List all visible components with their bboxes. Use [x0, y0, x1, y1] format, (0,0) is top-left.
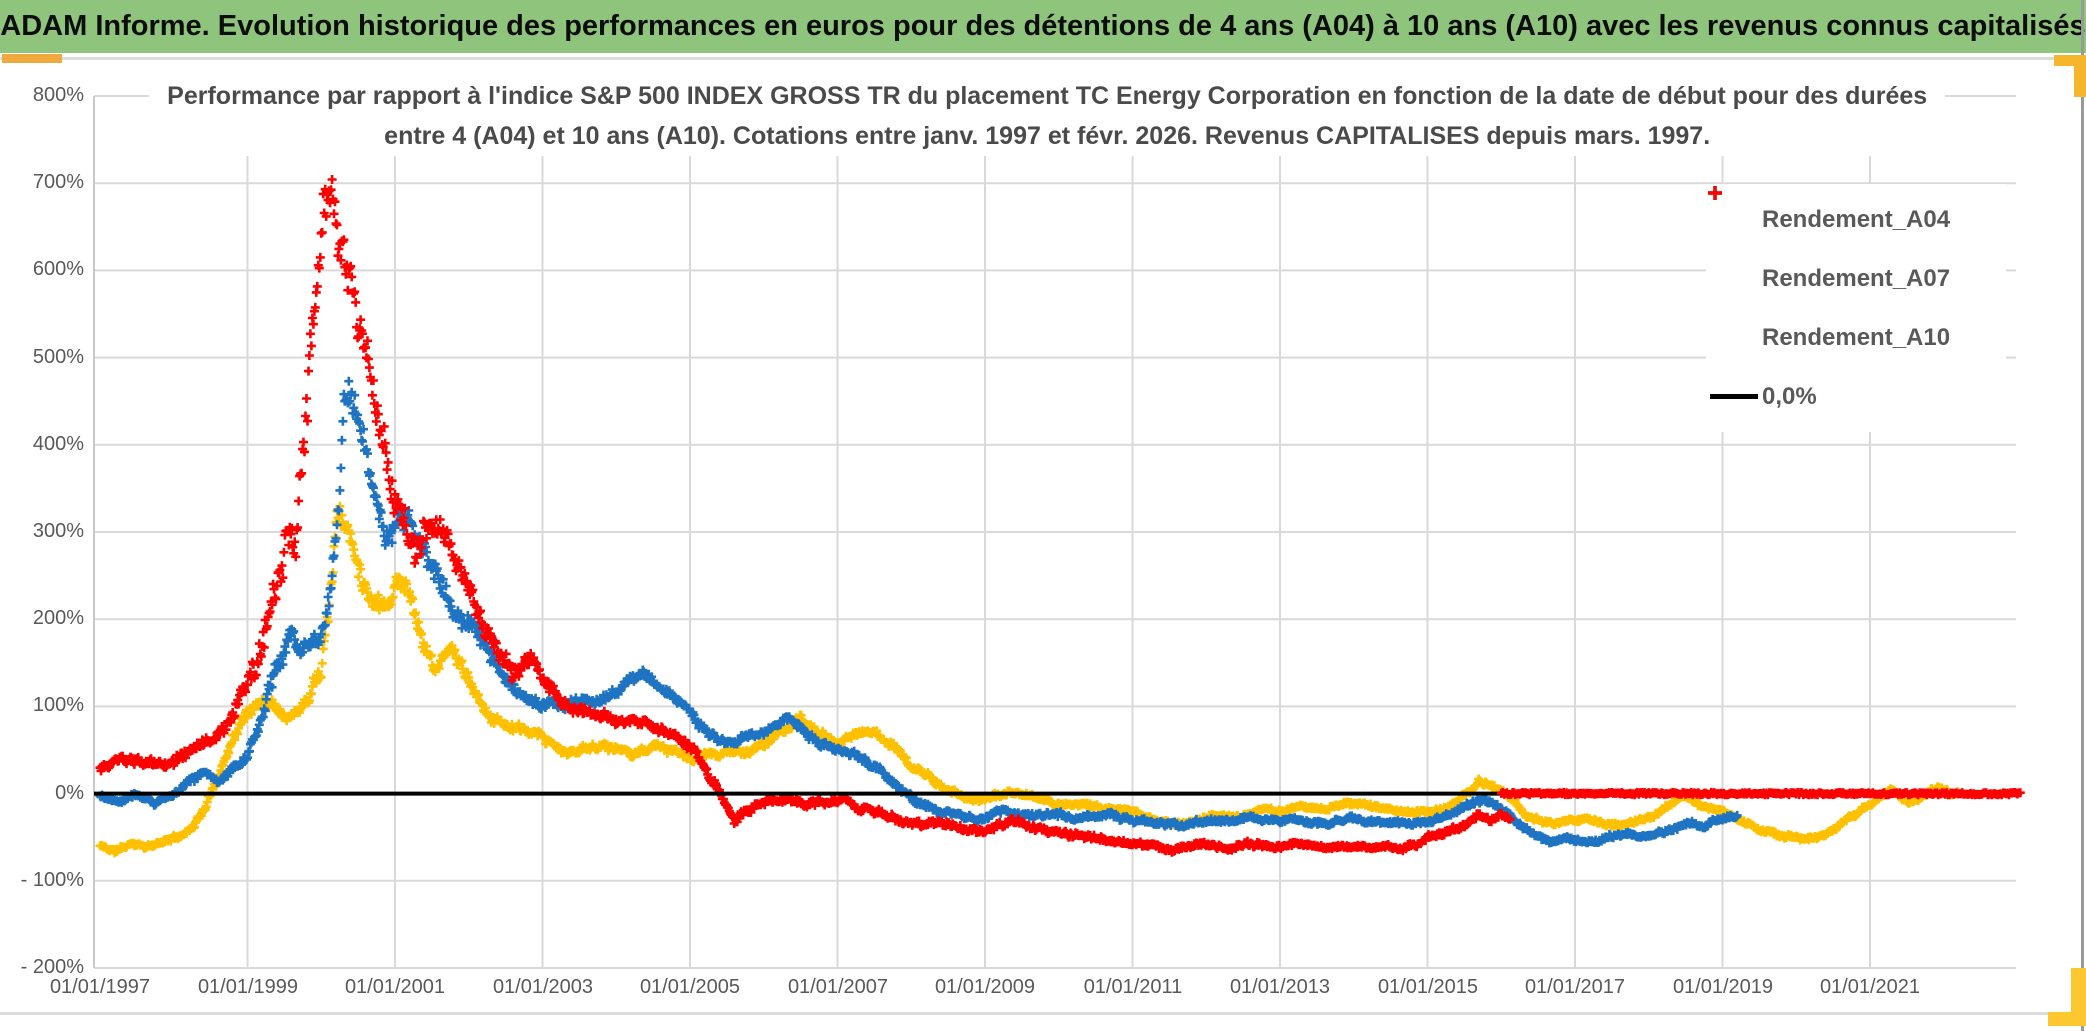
- legend-item-a10: Rendement_A10: [1706, 186, 2006, 367]
- report-title: ADAM Informe. Evolution historique des p…: [0, 10, 2086, 42]
- y-tick-label: 600%: [32, 258, 84, 280]
- x-tick-label: 01/01/2013: [1229, 976, 1331, 998]
- y-tick-label: - 200%: [20, 956, 84, 978]
- x-tick-label: 01/01/1997: [49, 976, 151, 998]
- y-tick-label: 500%: [32, 346, 84, 368]
- gold-accent-top-right: [2054, 55, 2086, 66]
- y-tick-label: - 100%: [20, 869, 84, 891]
- x-tick-label: 01/01/2003: [492, 976, 594, 998]
- x-tick-label: 01/01/2005: [639, 976, 741, 998]
- y-tick-label: 0%: [55, 782, 84, 804]
- x-tick-label: 01/01/2019: [1672, 976, 1774, 998]
- y-tick-label: 700%: [32, 171, 84, 193]
- legend-label: Rendement_A10: [1762, 323, 1951, 351]
- x-tick-label: 01/01/2007: [787, 976, 889, 998]
- legend-label: Rendement_A04: [1762, 205, 1951, 233]
- header-divider: [0, 57, 2086, 60]
- chart-title-line1: Performance par rapport à l'indice S&P 5…: [167, 82, 1928, 110]
- x-tick-label: 01/01/2001: [344, 976, 446, 998]
- y-tick-label: 100%: [32, 694, 84, 716]
- chart-legend: Rendement_A04 Rendement_A07 Rendement_A1…: [1706, 184, 2006, 432]
- gold-accent-bottom-right-h: [2048, 1012, 2086, 1026]
- y-tick-label: 400%: [32, 433, 84, 455]
- chart-title: Performance par rapport à l'indice S&P 5…: [149, 76, 1946, 156]
- report-header: ADAM Informe. Evolution historique des p…: [0, 0, 2086, 53]
- gold-accent-bottom-right-v: [2071, 968, 2086, 1022]
- y-tick-label: 300%: [32, 520, 84, 542]
- line-marker-icon: [1706, 394, 1762, 399]
- legend-label: 0,0%: [1762, 382, 1817, 410]
- chart-title-line2: entre 4 (A04) et 10 ans (A10). Cotations…: [384, 122, 1711, 150]
- x-tick-label: 01/01/2011: [1083, 976, 1183, 998]
- gold-accent-top-right-v: [2074, 55, 2086, 97]
- x-tick-label: 01/01/2015: [1377, 976, 1479, 998]
- legend-item-zero-line: 0,0%: [1706, 367, 2006, 426]
- y-tick-label: 800%: [32, 84, 84, 106]
- x-tick-label: 01/01/2017: [1524, 976, 1626, 998]
- legend-item-a07: Rendement_A07: [1706, 186, 2006, 308]
- x-tick-label: 01/01/1999: [197, 976, 299, 998]
- x-tick-label: 01/01/2021: [1819, 976, 1921, 998]
- slide-right-border: [2081, 0, 2084, 1031]
- footer-divider: [0, 1012, 2086, 1015]
- y-tick-label: 200%: [32, 607, 84, 629]
- legend-label: Rendement_A07: [1762, 264, 1951, 292]
- gold-accent-top-left: [2, 54, 62, 63]
- legend-item-a04: Rendement_A04: [1706, 186, 2006, 249]
- x-tick-label: 01/01/2009: [934, 976, 1036, 998]
